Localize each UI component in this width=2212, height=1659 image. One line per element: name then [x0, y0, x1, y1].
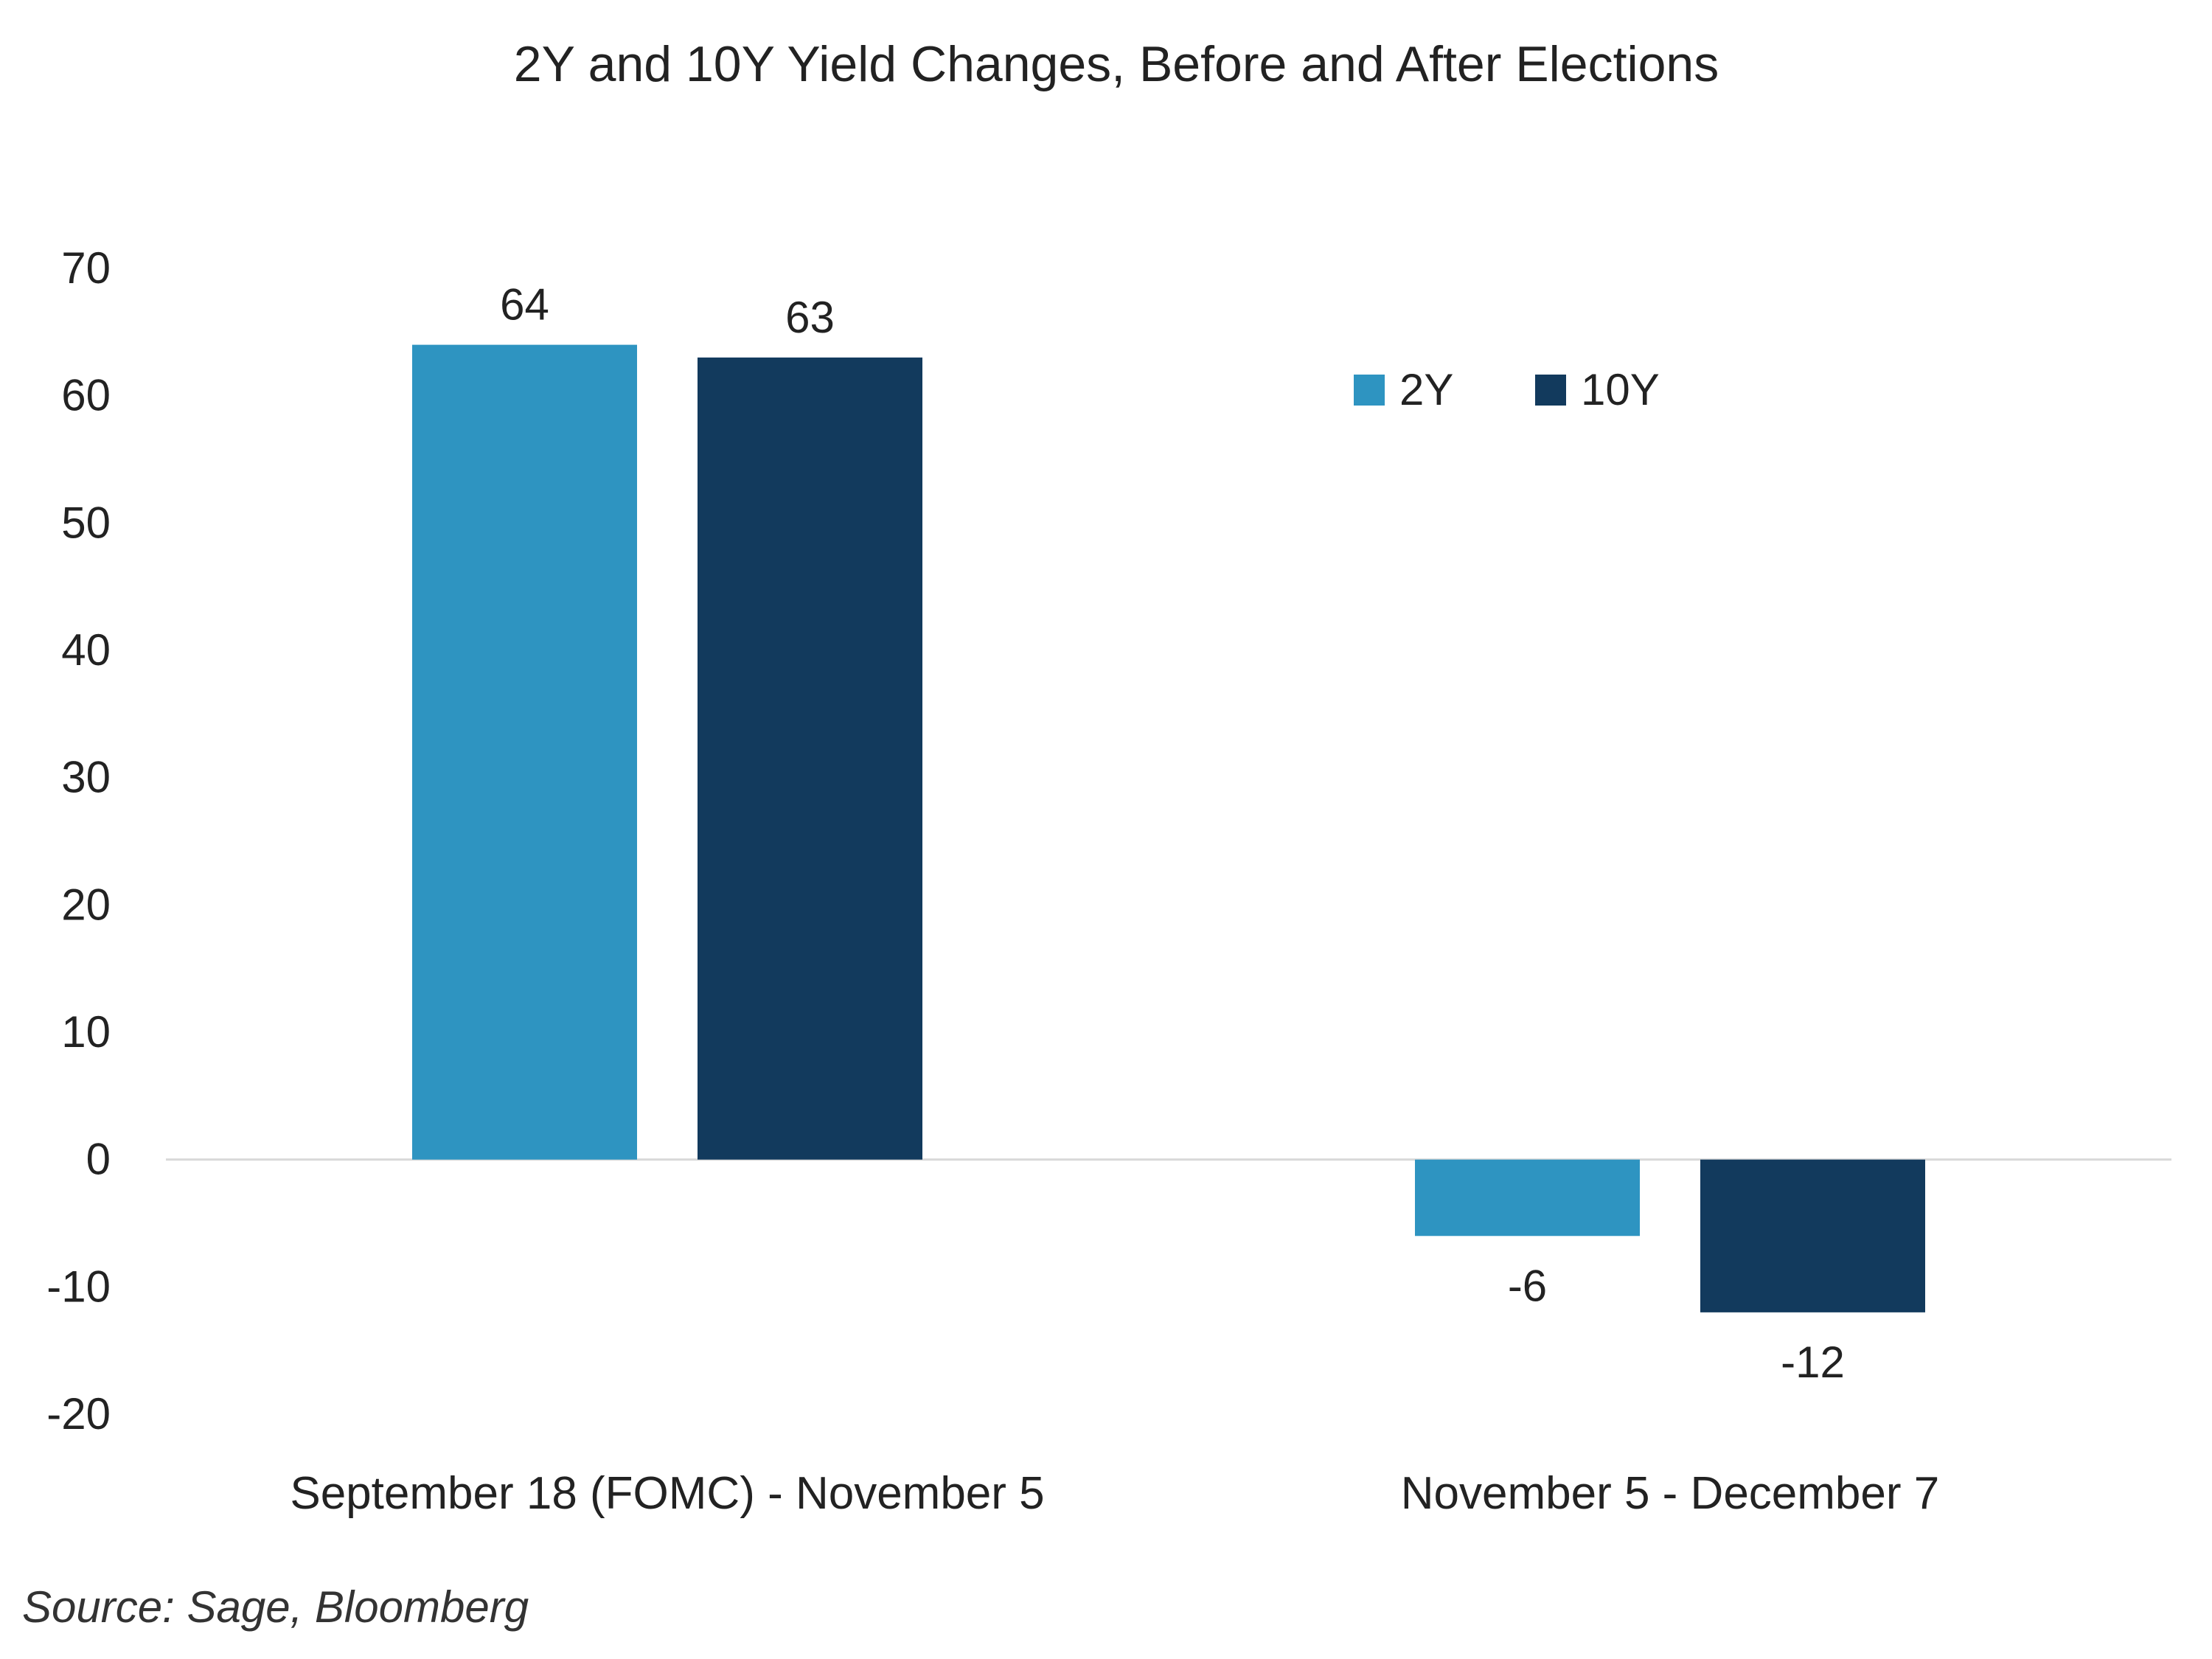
data-label-2y-1: 64 — [500, 280, 549, 330]
y-tick-label: -20 — [46, 1389, 111, 1439]
y-tick-label: 50 — [61, 498, 111, 547]
y-tick-label: -10 — [46, 1262, 111, 1311]
legend-label-2y: 2Y — [1399, 365, 1453, 414]
y-tick-label: 60 — [61, 371, 111, 420]
legend-swatch-10y — [1535, 375, 1566, 406]
data-label-10y-2: -12 — [1781, 1338, 1845, 1387]
x-category-label: November 5 - December 7 — [1401, 1468, 1940, 1519]
bar-10y-2 — [1700, 1159, 1925, 1312]
y-tick-label: 0 — [86, 1135, 111, 1184]
legend-label-10y: 10Y — [1581, 365, 1660, 414]
data-label-10y-1: 63 — [785, 293, 835, 342]
y-tick-label: 20 — [61, 880, 111, 929]
y-tick-label: 30 — [61, 753, 111, 802]
bar-2y-1 — [412, 344, 637, 1160]
data-label-2y-2: -6 — [1508, 1261, 1547, 1310]
bar-2y-2 — [1415, 1159, 1640, 1237]
legend: 2Y 10Y — [1354, 365, 1660, 414]
data-labels: 64 63 -6 -12 — [500, 280, 1845, 1387]
bar-10y-1 — [698, 357, 922, 1160]
x-axis: September 18 (FOMC) - November 5 November… — [290, 1468, 1939, 1519]
legend-swatch-2y — [1354, 375, 1385, 406]
x-category-label: September 18 (FOMC) - November 5 — [290, 1468, 1044, 1519]
y-axis: 70 60 50 40 30 20 10 0 -10 -20 — [46, 243, 111, 1439]
y-tick-label: 10 — [61, 1007, 111, 1057]
y-tick-label: 70 — [61, 243, 111, 293]
source-note: Source: Sage, Bloomberg — [22, 1582, 529, 1632]
chart-title: 2Y and 10Y Yield Changes, Before and Aft… — [514, 36, 1719, 92]
bars — [412, 344, 1925, 1312]
y-tick-label: 40 — [61, 625, 111, 675]
